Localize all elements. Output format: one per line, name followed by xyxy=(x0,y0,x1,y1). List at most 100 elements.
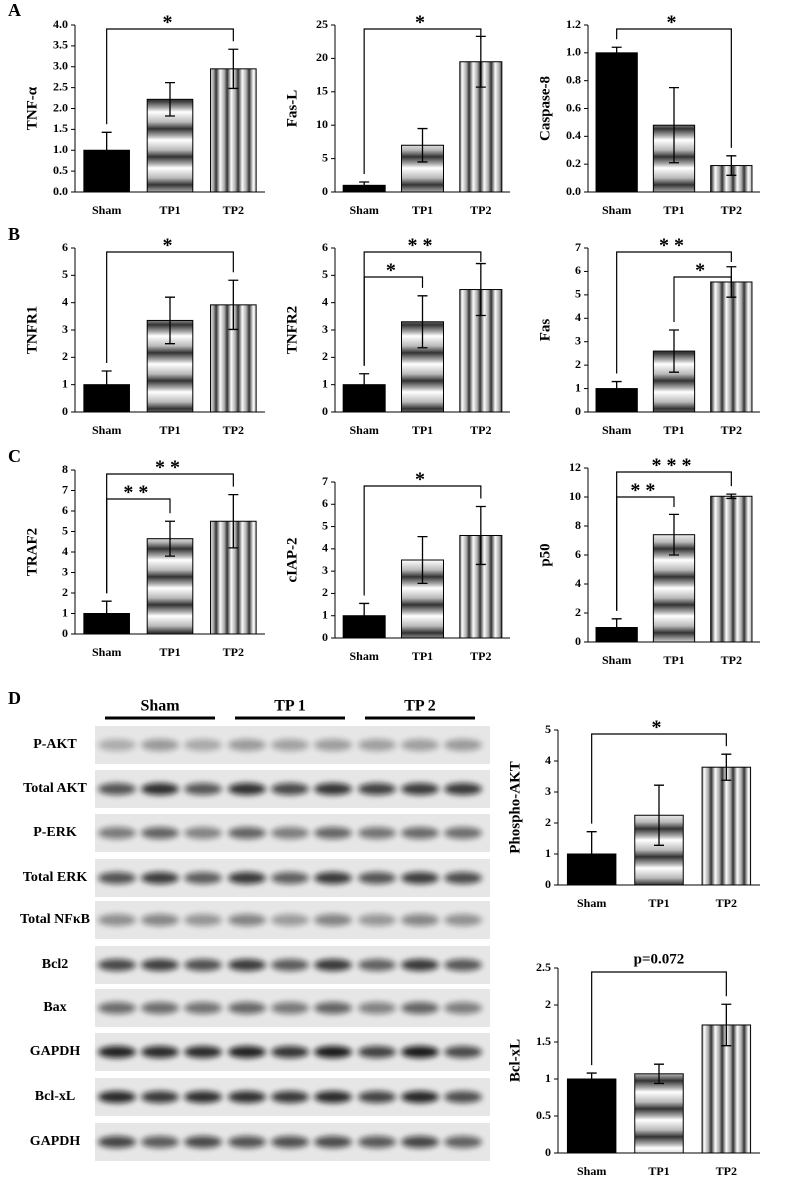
significance-label: * xyxy=(415,12,430,34)
blot-band xyxy=(444,914,482,926)
x-tick-label: TP2 xyxy=(721,653,742,667)
y-tick-label: 2 xyxy=(575,605,581,619)
blot-band xyxy=(401,1136,439,1148)
y-tick-label: 0 xyxy=(575,634,581,648)
blot-band xyxy=(358,1002,396,1014)
y-tick-label: 4 xyxy=(545,753,551,767)
blot-band xyxy=(314,827,352,839)
blot-band xyxy=(228,827,266,839)
blot-band xyxy=(141,959,179,971)
error-bar xyxy=(165,520,175,557)
x-tick-label: Sham xyxy=(577,896,606,910)
x-tick-label: Sham xyxy=(602,423,631,437)
y-tick-label: 5 xyxy=(62,523,68,537)
blot-band xyxy=(271,827,309,839)
y-tick-label: 3 xyxy=(62,322,68,336)
significance-label: * xyxy=(163,235,178,257)
blot-row-label: Total AKT xyxy=(23,781,87,796)
y-tick-label: 7 xyxy=(322,474,328,488)
y-axis-title: Fas-L xyxy=(284,90,300,128)
x-tick-label: TP2 xyxy=(716,896,737,910)
blot-band xyxy=(184,783,222,795)
significance-label: * xyxy=(386,260,401,282)
blot-band xyxy=(271,959,309,971)
y-tick-label: 2 xyxy=(322,349,328,363)
blot-band xyxy=(228,1091,266,1103)
significance-bracket xyxy=(363,28,482,174)
significance-bracket xyxy=(591,971,727,1066)
y-tick-label: 0.4 xyxy=(566,128,581,142)
y-tick-label: 0 xyxy=(545,877,551,891)
y-tick-label: 0.0 xyxy=(53,184,68,198)
blot-band xyxy=(444,1046,482,1058)
error-bar xyxy=(417,127,428,163)
y-tick-label: 0 xyxy=(575,404,581,418)
blot-row-label: Total NFκB xyxy=(20,912,90,927)
error-bar xyxy=(721,1003,732,1047)
blot-band xyxy=(314,1046,352,1058)
blot-band xyxy=(271,1091,309,1103)
bar xyxy=(595,52,638,193)
y-tick-label: 0.0 xyxy=(566,184,581,198)
x-tick-label: TP1 xyxy=(663,423,684,437)
blot-band xyxy=(184,739,222,751)
error-bar xyxy=(654,784,664,846)
blot-band xyxy=(184,827,222,839)
significance-bracket xyxy=(673,276,732,322)
y-axis-title: Caspase-8 xyxy=(537,76,553,141)
blot-band xyxy=(314,914,352,926)
x-tick-label: TP2 xyxy=(716,1164,737,1178)
blot-band xyxy=(98,872,136,884)
x-tick-label: Sham xyxy=(92,423,121,437)
blot-band xyxy=(184,1136,222,1148)
blot-group-label: TP 2 xyxy=(404,698,436,715)
blot-band xyxy=(314,739,352,751)
x-tick-label: TP2 xyxy=(470,203,491,217)
significance-label: p=0.072 xyxy=(634,951,685,967)
error-bar xyxy=(611,46,622,60)
blot-band xyxy=(271,1136,309,1148)
y-tick-label: 8 xyxy=(575,518,581,532)
significance-bracket xyxy=(616,496,675,611)
blot-band xyxy=(314,872,352,884)
x-tick-label: Sham xyxy=(602,653,631,667)
y-tick-label: 1 xyxy=(322,376,328,390)
x-tick-label: TP2 xyxy=(721,203,742,217)
blot-band xyxy=(141,739,179,751)
y-tick-label: 0.6 xyxy=(566,100,581,114)
significance-label: * xyxy=(652,717,667,739)
significance-label: ** xyxy=(630,480,660,502)
y-tick-label: 0 xyxy=(545,1145,551,1159)
blot-band xyxy=(141,1136,179,1148)
significance-bracket xyxy=(616,28,732,148)
blot-band xyxy=(184,1046,222,1058)
significance-bracket xyxy=(591,733,727,824)
blot-band xyxy=(358,959,396,971)
error-bar xyxy=(228,48,239,90)
blot-band xyxy=(141,872,179,884)
significance-bracket xyxy=(106,28,234,125)
y-tick-label: 2.5 xyxy=(536,960,551,974)
blot-band xyxy=(401,783,439,795)
significance-label: ** xyxy=(123,482,153,504)
y-tick-label: 1 xyxy=(322,607,328,621)
y-tick-label: 0 xyxy=(322,404,328,418)
significance-label: * xyxy=(667,12,682,34)
y-tick-label: 2 xyxy=(545,997,551,1011)
y-tick-label: 2 xyxy=(545,815,551,829)
y-tick-label: 20 xyxy=(316,50,328,64)
y-tick-label: 5 xyxy=(322,150,328,164)
error-bar xyxy=(669,329,679,373)
y-tick-label: 25 xyxy=(316,17,328,31)
blot-band xyxy=(314,959,352,971)
blot-row-label: Bcl-xL xyxy=(35,1089,75,1104)
blot-band xyxy=(444,827,482,839)
panel-label: B xyxy=(8,224,20,244)
blot-band xyxy=(401,959,439,971)
y-tick-label: 7 xyxy=(575,240,581,254)
blot-band xyxy=(444,1136,482,1148)
blot-band xyxy=(228,1046,266,1058)
y-tick-label: 1.2 xyxy=(566,17,581,31)
blot-band xyxy=(141,1046,179,1058)
blot-band xyxy=(184,959,222,971)
